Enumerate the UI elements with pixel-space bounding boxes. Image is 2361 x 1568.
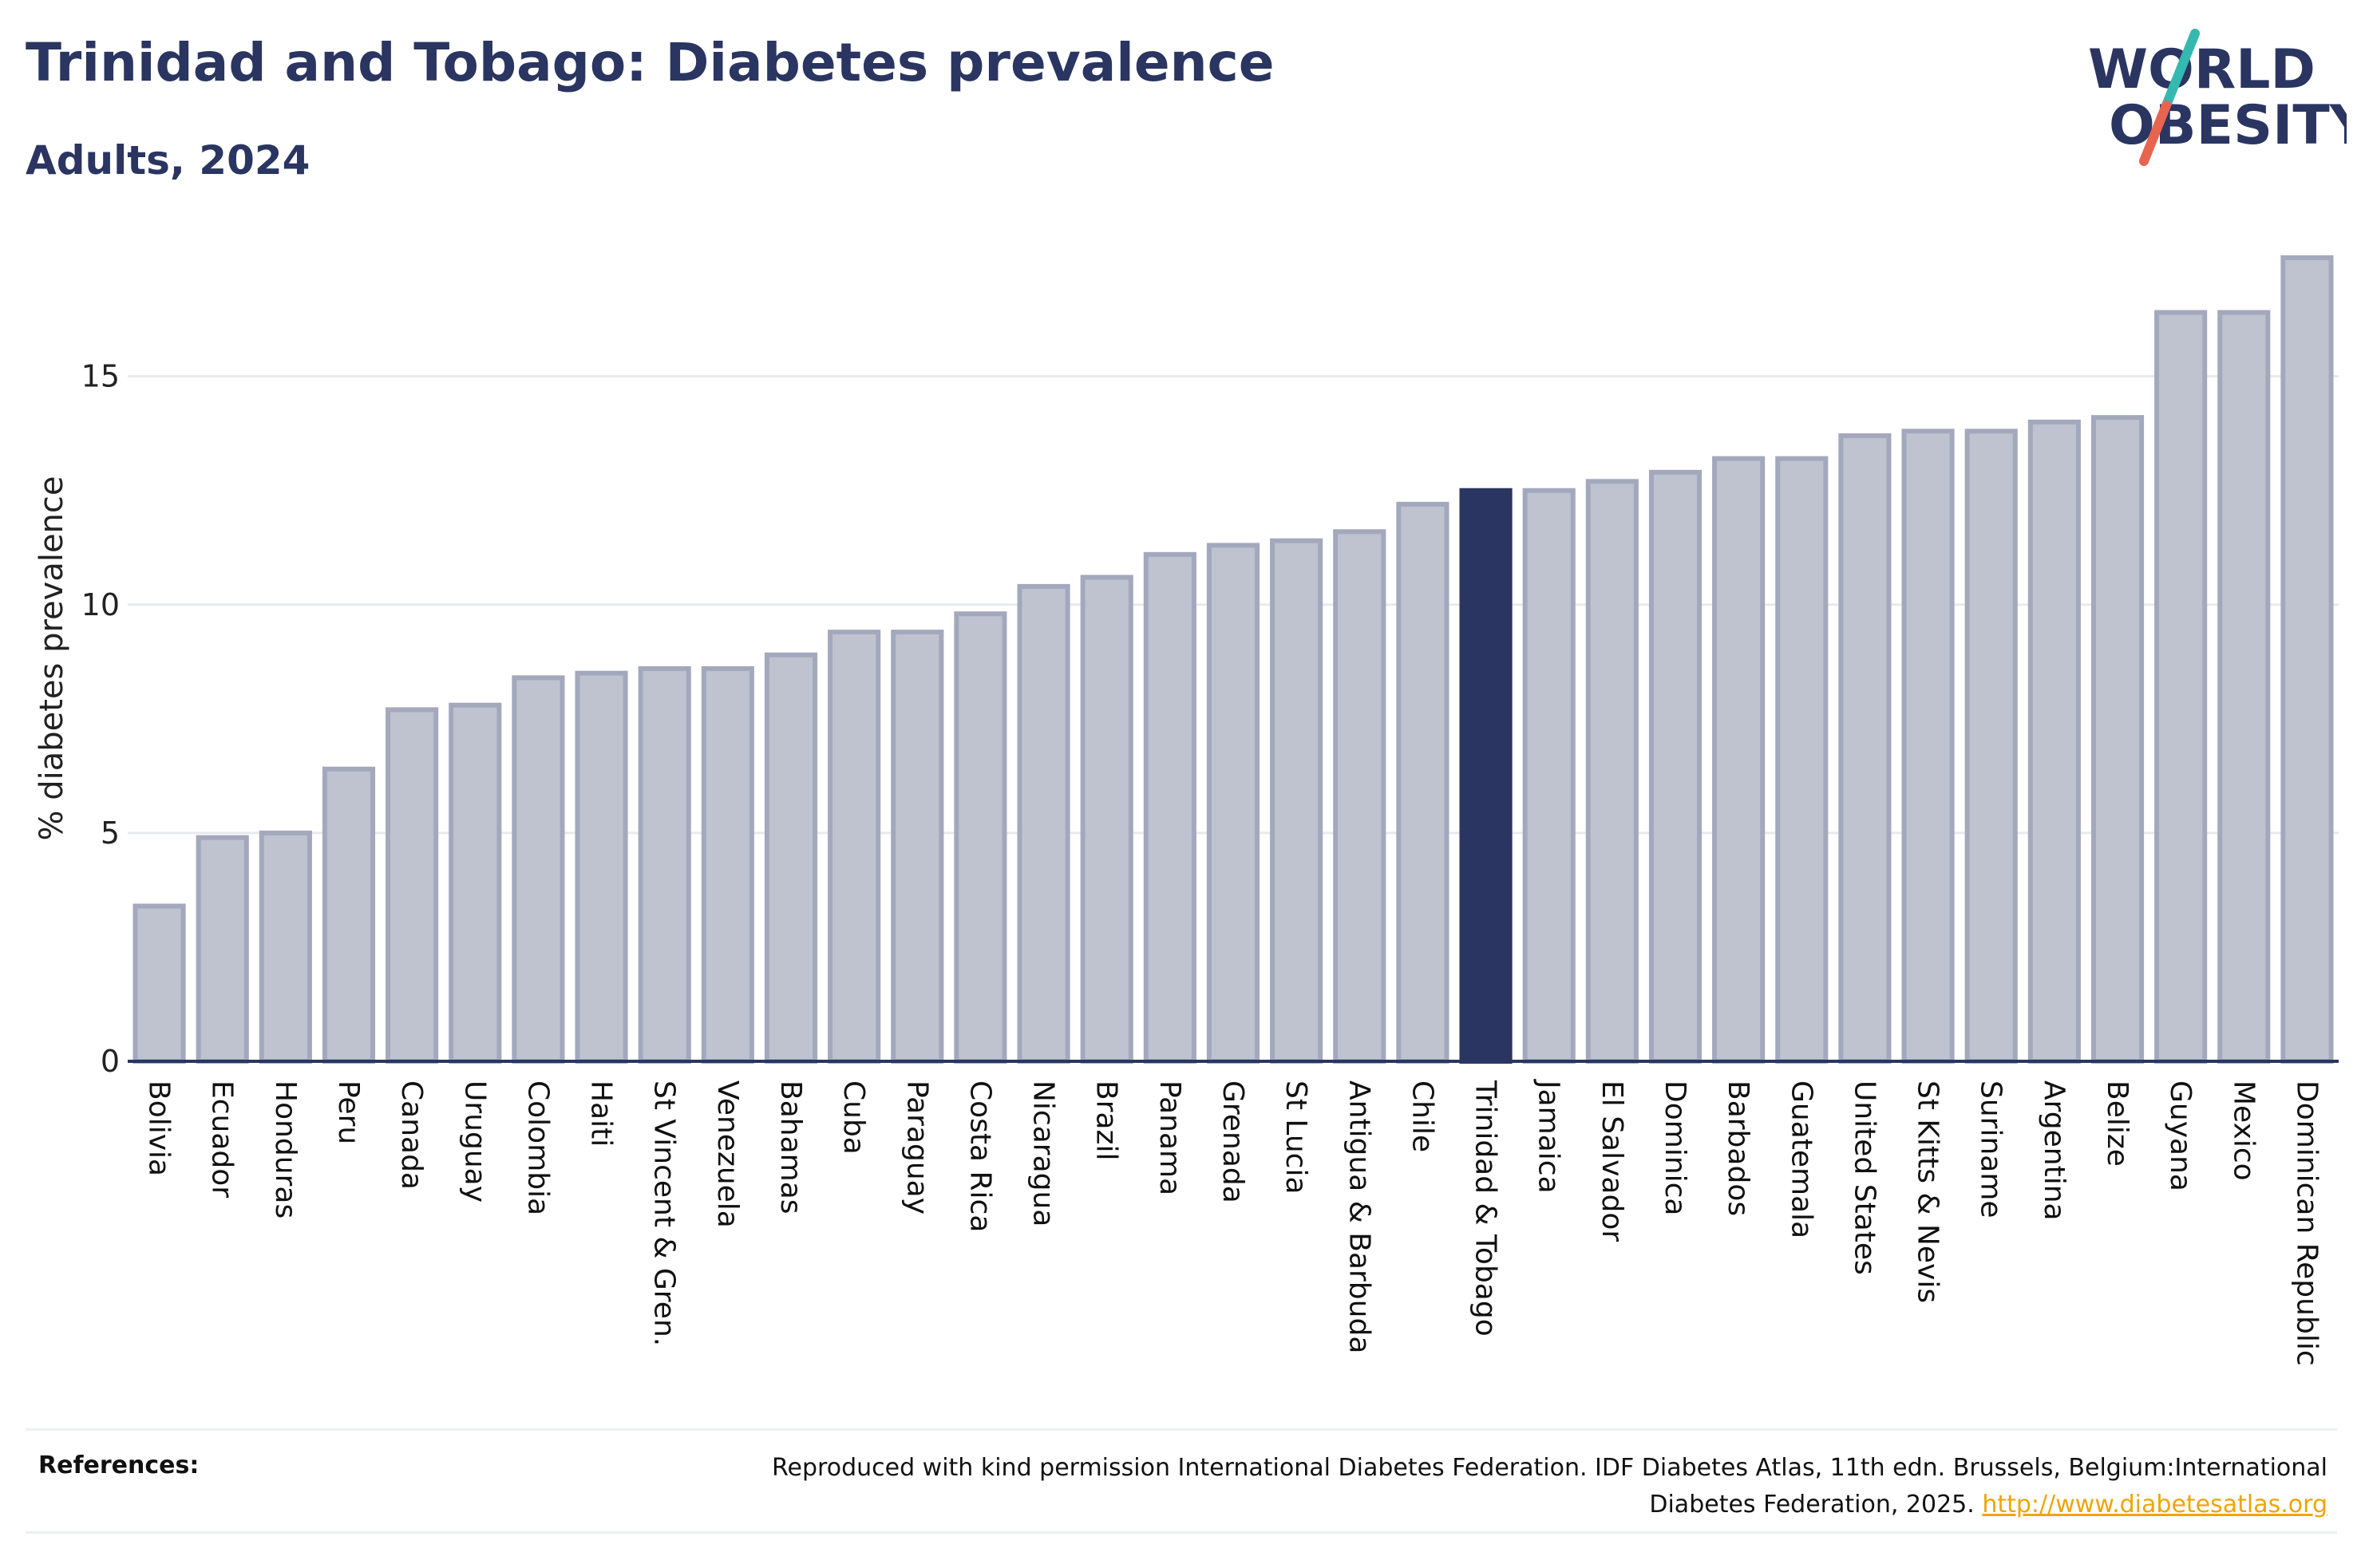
bar <box>575 670 628 1064</box>
x-tick-label: Chile <box>1406 1080 1438 1152</box>
y-tick-label: 15 <box>81 359 120 394</box>
logo-slash-top <box>2161 29 2200 110</box>
x-tick-label: Venezuela <box>711 1080 744 1228</box>
x-tick-label: Honduras <box>269 1080 302 1218</box>
x-tick-label: Mexico <box>2227 1080 2260 1181</box>
logo-text-world: WORLD <box>2088 38 2316 101</box>
x-tick-label: Brazil <box>1090 1080 1123 1160</box>
bar <box>1396 501 1449 1064</box>
x-tick-label: Haiti <box>585 1080 618 1147</box>
bar <box>828 630 881 1064</box>
x-tick-label: Argentina <box>2038 1080 2070 1221</box>
bar <box>1648 469 1703 1064</box>
bar-chart: 0 5 10 15 % diabetes prevalence Bolivia Ecuado… <box>34 255 2339 1366</box>
x-tick-label: Antigua & Barbuda <box>1343 1080 1375 1353</box>
x-tick-label: Canada <box>395 1080 428 1190</box>
x-tick-label: Bahamas <box>774 1080 807 1215</box>
references-link[interactable]: http://www.diabetesatlas.org <box>1982 1491 2327 1519</box>
x-tick-label: Cuba <box>837 1080 870 1155</box>
chart-subtitle: Adults, 2024 <box>26 137 310 184</box>
logo-slash-bottom <box>2139 101 2171 166</box>
x-tick-label: Grenada <box>1216 1080 1249 1203</box>
y-tick-label: 5 <box>101 816 120 851</box>
bar <box>1206 543 1260 1064</box>
x-tick-label: Bolivia <box>143 1080 176 1176</box>
x-tick-label: Nicaragua <box>1027 1080 1060 1226</box>
bar <box>2154 310 2208 1064</box>
bar <box>1585 479 1639 1064</box>
chart-title: Trinidad and Tobago: Diabetes prevalence <box>26 32 1275 93</box>
references-text: Reproduced with kind permission Internat… <box>731 1450 2327 1523</box>
references-section: References: Reproduced with kind permiss… <box>26 1428 2337 1534</box>
references-citation: Reproduced with kind permission Internat… <box>772 1454 2327 1519</box>
world-obesity-logo: WORLD OBESITY <box>2088 29 2347 166</box>
y-tick-label: 10 <box>81 587 120 622</box>
bar <box>1775 456 1829 1064</box>
bar <box>386 707 439 1064</box>
bar <box>1333 529 1386 1064</box>
x-tick-label: St Vincent & Gren. <box>648 1080 681 1346</box>
y-axis-label: % diabetes prevalence <box>34 476 70 840</box>
bar <box>1964 429 2018 1064</box>
bar <box>2090 415 2145 1064</box>
x-tick-label: Panama <box>1153 1080 1186 1195</box>
bar <box>322 766 376 1064</box>
x-tick-label: Barbados <box>1722 1080 1754 1216</box>
x-tick-label: Dominican Republic <box>2290 1080 2323 1366</box>
bar <box>449 702 502 1064</box>
x-tick-label: Guyana <box>2164 1080 2197 1191</box>
bar <box>764 652 818 1064</box>
bar <box>1080 575 1133 1064</box>
x-tick-label: Peru <box>332 1080 365 1144</box>
bar <box>1712 456 1766 1064</box>
bar <box>132 903 186 1064</box>
x-tick-label: Uruguay <box>458 1080 491 1203</box>
x-tick-label: Guatemala <box>1785 1080 1817 1238</box>
bar <box>1838 433 1892 1064</box>
x-tick-label: Colombia <box>521 1080 554 1215</box>
bar <box>954 611 1007 1064</box>
bar <box>638 666 691 1064</box>
references-label: References: <box>38 1451 200 1479</box>
x-tick-label: St Lucia <box>1279 1080 1312 1195</box>
bar <box>891 630 944 1064</box>
x-tick-label: Ecuador <box>206 1080 239 1198</box>
bar <box>701 666 754 1064</box>
bar <box>259 830 312 1064</box>
bar <box>1270 538 1323 1064</box>
bar <box>1017 583 1070 1064</box>
x-tick-label: United States <box>1848 1080 1880 1275</box>
bar <box>2280 255 2334 1064</box>
bar <box>2217 310 2271 1064</box>
x-tick-label: Jamaica <box>1532 1079 1565 1194</box>
x-tick-label: Costa Rica <box>963 1080 996 1232</box>
x-tick-label: St Kitts & Nevis <box>1912 1080 1944 1303</box>
bar <box>512 675 565 1064</box>
bar-highlight <box>1459 488 1513 1064</box>
bar <box>1522 488 1576 1064</box>
x-tick-label: Belize <box>2101 1080 2134 1167</box>
x-tick-label: Paraguay <box>900 1080 933 1215</box>
y-tick-label: 0 <box>101 1044 120 1079</box>
x-tick-label: Dominica <box>1659 1080 1691 1216</box>
x-tick-label: Trinidad & Tobago <box>1469 1080 1502 1337</box>
bar <box>1143 551 1196 1064</box>
bar <box>2027 419 2081 1064</box>
x-tick-label: El Salvador <box>1596 1080 1628 1242</box>
bar <box>1901 429 1955 1064</box>
bar <box>196 835 249 1064</box>
x-tick-label: Suriname <box>1975 1080 2007 1218</box>
